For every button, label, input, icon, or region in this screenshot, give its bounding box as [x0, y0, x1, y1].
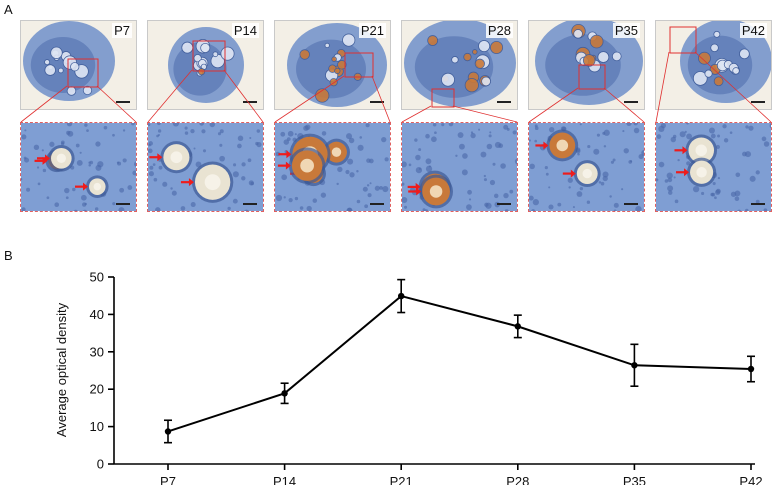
age-label: P21 — [358, 23, 386, 38]
zoom-image — [147, 122, 264, 212]
panel-label-b: B — [4, 248, 13, 263]
y-tick-label: 0 — [97, 457, 104, 472]
zoom-image — [401, 122, 518, 212]
x-ticks: P7 P14 P21 P28 P35 P42 — [160, 464, 763, 485]
error-bars — [164, 278, 755, 444]
zoom-image — [20, 122, 137, 212]
micrograph-column: P28 — [401, 20, 518, 212]
x-tick-label: P14 — [273, 474, 296, 485]
age-label: P42 — [739, 23, 767, 38]
micrograph-column: P7 — [20, 20, 137, 212]
overview-image: P28 — [401, 20, 518, 110]
y-tick-label: 50 — [90, 270, 104, 285]
age-label: P35 — [612, 23, 640, 38]
y-tick-label: 20 — [90, 382, 104, 397]
scale-bar — [497, 101, 511, 103]
x-tick-label: P7 — [160, 474, 176, 485]
data-point — [398, 292, 405, 300]
zoom-image — [528, 122, 645, 212]
zoom-image — [274, 122, 391, 212]
scale-bar — [624, 203, 638, 205]
y-ticks: 0 10 20 30 40 50 — [90, 270, 114, 472]
y-tick-label: 40 — [90, 307, 104, 322]
data-point — [631, 362, 638, 369]
y-tick-label: 30 — [90, 344, 104, 359]
x-tick-label: P35 — [623, 474, 646, 485]
series-line — [167, 294, 752, 433]
overview-image: P7 — [20, 20, 137, 110]
age-label: P14 — [231, 23, 259, 38]
overview-image: P21 — [274, 20, 391, 110]
scale-bar — [243, 203, 257, 205]
x-tick-label: P42 — [739, 474, 762, 485]
data-point — [514, 323, 521, 330]
panel-label-a: A — [4, 2, 13, 17]
zoom-image — [655, 122, 772, 212]
overview-image: P35 — [528, 20, 645, 110]
data-point — [747, 365, 755, 373]
scale-bar — [370, 203, 384, 205]
data-point — [164, 428, 172, 435]
age-label: P7 — [112, 23, 132, 38]
scale-bar — [751, 203, 765, 205]
y-axis-label: Average optical density — [54, 302, 69, 437]
x-tick-label: P21 — [390, 474, 413, 485]
micrograph-column: P14 — [147, 20, 264, 212]
overview-image: P14 — [147, 20, 264, 110]
scale-bar — [116, 203, 130, 205]
y-tick-label: 10 — [90, 419, 104, 434]
data-point — [281, 390, 288, 397]
micrograph-column: P35 — [528, 20, 645, 212]
micrograph-column: P21 — [274, 20, 391, 212]
age-label: P28 — [485, 23, 513, 38]
x-tick-label: P28 — [506, 474, 529, 485]
scale-bar — [497, 203, 511, 205]
data-points — [164, 292, 755, 435]
